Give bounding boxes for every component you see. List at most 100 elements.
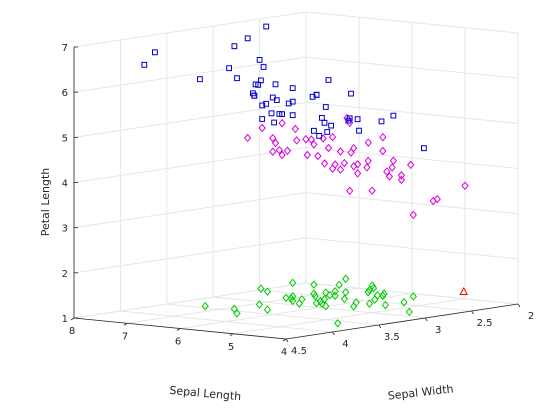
y-tick-label: 3 (435, 325, 441, 336)
data-point-square (152, 49, 158, 56)
data-point-diamond (379, 146, 387, 156)
x-tick-label: 8 (69, 326, 75, 337)
grid-line (73, 56, 307, 93)
data-point-diamond (318, 299, 326, 308)
x-tick-mark (282, 338, 287, 342)
data-point-square (258, 77, 264, 84)
grid-line (305, 192, 519, 215)
data-point-diamond (320, 159, 329, 168)
z-tick-label: 1 (62, 314, 68, 325)
grid-line (73, 237, 307, 274)
grid-line (73, 11, 307, 48)
data-point-diamond (369, 283, 378, 293)
data-point-diamond (310, 289, 318, 298)
data-point-diamond (364, 138, 372, 147)
data-point-diamond (291, 124, 300, 134)
data-point-square (311, 127, 317, 134)
data-point-diamond (407, 160, 415, 170)
data-point-diamond (461, 181, 469, 191)
data-point-diamond (331, 160, 339, 169)
data-point-diamond (388, 163, 396, 172)
data-point-square (263, 100, 270, 107)
data-point-diamond (383, 167, 391, 176)
data-point-diamond (353, 169, 362, 178)
data-point-diamond (283, 146, 292, 156)
data-point-diamond (295, 299, 303, 308)
data-point-diamond (343, 113, 351, 123)
data-point-diamond (368, 186, 376, 195)
data-point-diamond (363, 163, 371, 172)
data-point-diamond (346, 186, 354, 196)
data-point-square (354, 116, 361, 123)
data-point-diamond (347, 148, 355, 157)
data-point-square (421, 145, 427, 152)
data-point-diamond (324, 143, 333, 153)
data-point-diamond (322, 288, 330, 297)
data-point-square (226, 65, 232, 72)
y-tick-mark (424, 317, 428, 322)
tick-labels: 4 5 6 7 8 2 2.5 3 3.5 4 4.5 1 2 3 4 5 6 7 (62, 43, 535, 358)
data-point-diamond (336, 165, 345, 174)
data-point-square (256, 57, 263, 63)
data-point-diamond (365, 299, 374, 308)
data-point-square (268, 110, 275, 117)
x-tick-mark (70, 317, 75, 321)
data-point-diamond (263, 305, 272, 314)
data-point-diamond (311, 291, 319, 301)
data-point-square (273, 97, 280, 103)
z-tick-label: 3 (62, 224, 68, 235)
x-tick-label: 4 (281, 347, 287, 358)
data-point-diamond (289, 278, 297, 288)
data-point-diamond (282, 293, 290, 303)
data-point-diamond (230, 304, 238, 314)
grid-line (166, 303, 379, 326)
data-point-square (271, 119, 277, 126)
data-point-diamond (335, 280, 343, 290)
data-point-diamond (293, 136, 301, 145)
data-points (141, 23, 469, 328)
x-tick-mark (229, 333, 234, 337)
data-point-diamond (307, 135, 315, 144)
x-tick-label: 7 (122, 331, 128, 342)
y-tick-label: 4.5 (291, 346, 307, 357)
grid-line (305, 282, 519, 305)
data-point-diamond (364, 287, 372, 297)
data-point-square (289, 112, 296, 119)
data-point-square (348, 90, 354, 97)
data-point-square (255, 81, 262, 88)
grid-line (259, 289, 472, 312)
y-axis-label: Sepal Width (387, 382, 454, 402)
y-tick-mark (285, 338, 289, 343)
data-point-square (390, 112, 397, 119)
data-point-diamond (257, 284, 265, 293)
data-point-diamond (269, 147, 277, 156)
y-tick-label: 4 (342, 339, 348, 350)
data-point-square (289, 98, 296, 105)
data-point-square (259, 102, 266, 109)
data-point-square (231, 43, 238, 50)
data-point-square (263, 23, 270, 30)
data-point-diamond (201, 301, 209, 311)
data-point-square (313, 91, 320, 98)
grid-line (126, 287, 360, 324)
z-tick-label: 7 (62, 43, 68, 54)
grid-line (305, 147, 519, 169)
data-point-diamond (409, 210, 417, 220)
grid-line (179, 293, 413, 329)
data-point-square (251, 92, 258, 99)
data-point-square (141, 61, 148, 68)
data-point-square (346, 115, 353, 122)
z-tick-label: 2 (62, 269, 68, 280)
data-point-square (324, 129, 331, 135)
data-point-diamond (433, 194, 441, 204)
data-point-diamond (379, 291, 387, 300)
data-point-diamond (379, 132, 387, 142)
data-point-square (250, 90, 256, 97)
data-point-diamond (271, 138, 280, 148)
data-point-diamond (275, 145, 284, 155)
grid-line (73, 147, 307, 183)
x-tick-label: 6 (175, 337, 181, 348)
grid-line (305, 101, 519, 124)
data-point-square (345, 117, 352, 124)
